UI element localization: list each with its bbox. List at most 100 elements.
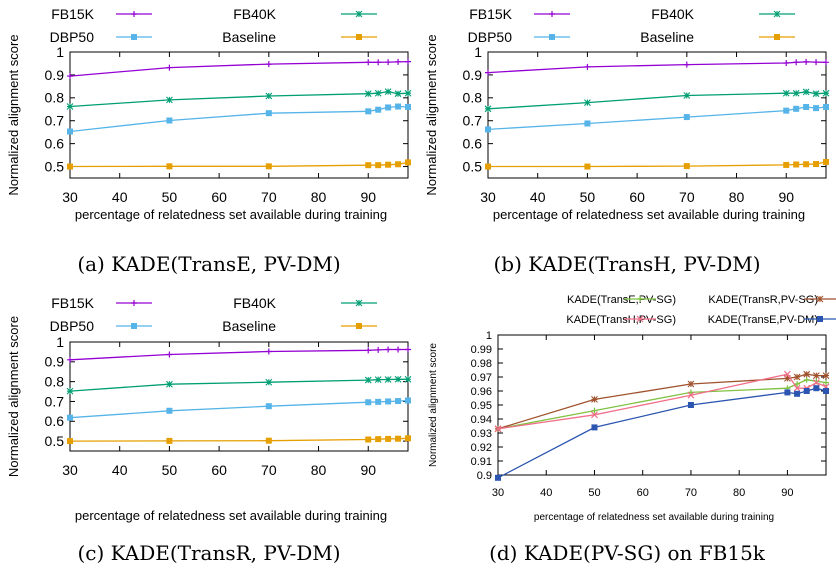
legend-marker <box>637 296 643 302</box>
y-tick-label: 0.5 <box>45 158 65 174</box>
legend-marker <box>773 10 781 18</box>
x-tick-label: 60 <box>637 487 649 499</box>
data-point-dbp50 <box>584 120 591 127</box>
legend-label: FB40K <box>233 6 276 22</box>
y-tick-label: 0.98 <box>471 358 492 370</box>
data-point-dbp50 <box>67 128 73 135</box>
data-point-kade-transh-pv-sg <box>494 425 502 433</box>
series-fb40k <box>484 88 830 113</box>
data-point-kade-transe-pv-dm <box>784 389 791 396</box>
data-point-kade-transh-pv-sg <box>687 391 695 399</box>
data-point-fb40k <box>404 89 412 97</box>
series-kade-transe-pv-dm <box>495 385 829 481</box>
data-point-fb40k <box>66 103 74 110</box>
legend-label: FB15K <box>51 6 94 22</box>
data-point-baseline <box>375 162 382 169</box>
caption-d: (d) KADE(PV-SG) on FB15k <box>489 541 765 565</box>
data-point-fb15k <box>485 69 491 76</box>
y-tick-label: 0.91 <box>471 456 492 468</box>
data-point-baseline <box>793 161 800 168</box>
data-point-fb40k <box>404 375 412 383</box>
data-point-baseline <box>485 163 491 170</box>
data-point-kade-transr-pv-sg <box>784 375 791 382</box>
data-point-kade-transe-pv-dm <box>591 424 598 431</box>
y-tick-label: 1 <box>474 44 482 60</box>
data-point-fb40k <box>166 96 173 104</box>
x-tick-label: 90 <box>360 462 376 478</box>
series-line-fb15k <box>69 348 408 361</box>
data-point-fb40k <box>265 378 273 386</box>
legend-label: DBP50 <box>468 29 513 45</box>
series-kade-transh-pv-sg <box>494 370 830 433</box>
y-tick-label: 0.7 <box>45 113 65 129</box>
data-point-fb40k <box>374 376 382 384</box>
data-point-fb15k <box>265 61 272 68</box>
data-point-dbp50 <box>405 397 411 404</box>
data-point-fb15k <box>803 58 810 65</box>
legend-label: KADE(TransR,PV-SG) <box>708 294 818 306</box>
legend-marker <box>131 323 137 329</box>
data-point-kade-transe-pv-dm <box>687 402 694 408</box>
data-point-baseline <box>395 161 402 168</box>
series-fb40k <box>66 88 412 110</box>
data-point-dbp50 <box>793 105 800 112</box>
data-point-kade-transh-pv-sg <box>783 370 791 378</box>
data-point-dbp50 <box>813 105 820 112</box>
x-tick-label: 60 <box>629 189 645 205</box>
data-point-kade-transe-pv-sg <box>794 381 801 387</box>
data-point-kade-transe-pv-dm <box>803 388 810 394</box>
series-line-fb40k <box>487 91 827 110</box>
x-tick-label: 40 <box>112 462 128 478</box>
chart-c: 0.5 0.6 0.7 0.8 0.9 1 30 40 50 60 70 80 90 percentage… <box>6 295 412 523</box>
legend-marker <box>131 300 137 306</box>
x-axis-label: percentage of relatedness set available … <box>75 207 387 222</box>
data-point-fb15k <box>365 59 372 66</box>
data-point-fb15k <box>405 346 411 353</box>
y-axis-label: Normalized alignment score <box>424 34 439 195</box>
x-tick-label: 30 <box>492 487 504 499</box>
legend-label: KADE(TransE,PV-SG) <box>567 294 676 306</box>
data-point-fb15k <box>375 59 382 66</box>
legend-label: FB15K <box>51 295 94 311</box>
legend-marker <box>356 323 362 329</box>
data-point-baseline <box>813 161 820 168</box>
data-point-fb15k <box>365 347 372 354</box>
data-point-fb40k <box>822 89 830 97</box>
data-point-baseline <box>365 162 372 169</box>
series-fb40k <box>66 375 412 395</box>
data-point-fb40k <box>384 88 392 96</box>
legend-item-dbp50: DBP50 <box>50 29 152 45</box>
y-tick-label: 0.9 <box>477 470 492 482</box>
x-tick-label: 40 <box>530 189 546 205</box>
series-line-dbp50 <box>69 399 409 419</box>
data-point-fb15k <box>793 59 800 66</box>
data-point-fb40k <box>384 376 392 383</box>
plot-frame <box>69 51 409 179</box>
series-kade-transe-pv-sg <box>495 376 829 432</box>
x-tick-label: 70 <box>261 462 277 478</box>
caption-c: (c) KADE(TransR, PV-DM) <box>77 541 341 565</box>
data-point-baseline <box>166 437 173 444</box>
data-point-baseline <box>783 161 790 168</box>
data-point-fb40k <box>792 89 800 97</box>
legend-label: FB40K <box>233 295 276 311</box>
series-baseline <box>67 435 411 445</box>
data-point-kade-transe-pv-dm <box>794 390 801 397</box>
data-point-dbp50 <box>67 414 73 421</box>
legend-item-kade-transr-pv-sg: KADE(TransR,PV-SG) <box>708 294 836 306</box>
data-point-fb15k <box>813 59 820 66</box>
y-axis-label: Normalized alignment score <box>6 316 21 477</box>
x-tick-label: 90 <box>360 189 376 205</box>
legend-marker <box>774 34 780 40</box>
data-point-dbp50 <box>265 403 272 410</box>
data-point-fb40k <box>484 105 492 113</box>
x-tick-label: 90 <box>781 487 793 499</box>
series-baseline <box>485 158 829 170</box>
data-point-fb40k <box>802 88 810 96</box>
data-point-baseline <box>683 163 690 170</box>
data-point-fb15k <box>823 59 829 66</box>
data-point-kade-transr-pv-sg <box>803 370 811 378</box>
x-tick-label: 70 <box>679 189 695 205</box>
legend-item-fb40k: FB40K <box>651 6 795 22</box>
data-point-fb40k <box>584 99 591 107</box>
